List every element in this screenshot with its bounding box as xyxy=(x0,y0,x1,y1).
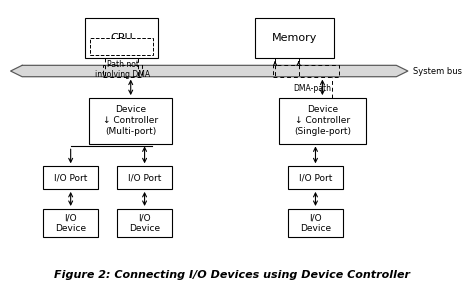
Polygon shape xyxy=(10,65,408,77)
Text: CPU: CPU xyxy=(110,33,133,43)
Text: I/O
Device: I/O Device xyxy=(129,213,160,233)
Text: I/O
Device: I/O Device xyxy=(55,213,86,233)
Bar xyxy=(84,18,158,58)
Bar xyxy=(279,98,366,144)
Text: Device
↓ Controller
(Single-port): Device ↓ Controller (Single-port) xyxy=(294,105,351,136)
Bar xyxy=(273,65,338,77)
Bar xyxy=(103,65,142,77)
Text: Memory: Memory xyxy=(272,33,318,43)
Text: Path not
involving DMA: Path not involving DMA xyxy=(95,60,150,79)
Bar xyxy=(117,209,172,237)
Text: Figure 2: Connecting I/O Devices using Device Controller: Figure 2: Connecting I/O Devices using D… xyxy=(55,270,410,280)
Text: I/O
Device: I/O Device xyxy=(300,213,331,233)
Bar xyxy=(43,166,99,189)
Text: System bus: System bus xyxy=(413,67,463,75)
Text: I/O Port: I/O Port xyxy=(54,173,87,182)
Text: DMA-path: DMA-path xyxy=(293,84,331,93)
Text: I/O Port: I/O Port xyxy=(128,173,161,182)
Text: Device
↓ Controller
(Multi-port): Device ↓ Controller (Multi-port) xyxy=(103,105,158,136)
Bar xyxy=(288,166,343,189)
Bar xyxy=(90,38,153,55)
Bar xyxy=(43,209,99,237)
Bar xyxy=(89,98,172,144)
Bar xyxy=(288,209,343,237)
Bar xyxy=(255,18,334,58)
Bar xyxy=(117,166,172,189)
Text: I/O Port: I/O Port xyxy=(299,173,332,182)
